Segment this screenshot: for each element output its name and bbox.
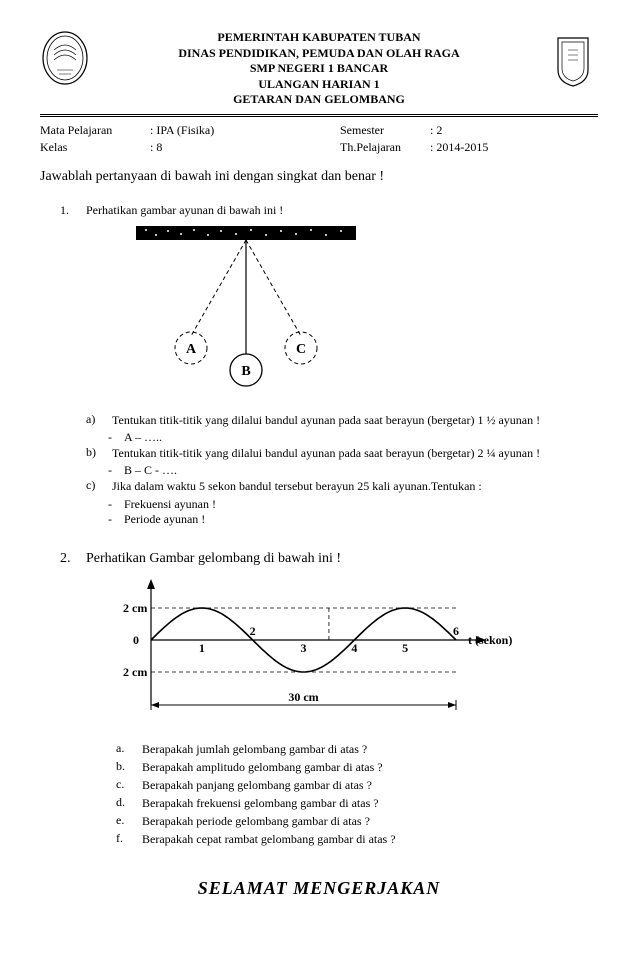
q2a: a. Berapakah jumlah gelombang gambar di a… [116, 741, 598, 757]
svg-text:2 cm: 2 cm [123, 665, 147, 679]
q2-text: Perhatikan Gambar gelombang di bawah ini… [86, 551, 598, 567]
dash-bullet: - [108, 430, 118, 445]
svg-text:30 cm: 30 cm [288, 690, 318, 704]
q1c-dash1: - Frekuensi ayunan ! [108, 497, 598, 512]
q2b-text: Berapakah amplitudo gelombang gambar di … [142, 759, 598, 775]
q1b-num: b) [86, 445, 104, 461]
svg-text:4: 4 [351, 641, 357, 655]
document-header: PEMERINTAH KABUPATEN TUBAN DINAS PENDIDI… [40, 30, 598, 108]
meta-row-1: Mata Pelajaran : IPA (Fisika) Semester :… [40, 123, 598, 138]
meta-value-thpel: : 2014-2015 [430, 140, 598, 155]
logo-left [40, 30, 90, 90]
q1-text: Perhatikan gambar ayunan di bawah ini ! [86, 203, 598, 218]
svg-text:2 cm: 2 cm [123, 601, 147, 615]
dash-bullet: - [108, 512, 118, 527]
pendulum-label-a: A [186, 342, 197, 357]
q2f-num: f. [116, 831, 134, 847]
meta-label-mapel: Mata Pelajaran [40, 123, 150, 138]
q1a-text: Tentukan titik-titik yang dilalui bandul… [112, 412, 598, 428]
q1c-num: c) [86, 478, 104, 494]
svg-text:6: 6 [453, 624, 459, 638]
q1c-dash2: - Periode ayunan ! [108, 512, 598, 527]
q1b: b) Tentukan titik-titik yang dilalui ban… [86, 445, 598, 461]
meta-row-2: Kelas : 8 Th.Pelajaran : 2014-2015 [40, 140, 598, 155]
svg-text:t (sekon): t (sekon) [468, 633, 512, 647]
q2c: c. Berapakah panjang gelombang gambar di … [116, 777, 598, 793]
header-rule-2 [40, 116, 598, 117]
q2-number: 2. [60, 551, 78, 567]
q1a: a) Tentukan titik-titik yang dilalui ban… [86, 412, 598, 428]
header-line2: DINAS PENDIDIKAN, PEMUDA DAN OLAH RAGA [90, 46, 548, 62]
q2d-text: Berapakah frekuensi gelombang gambar di … [142, 795, 598, 811]
q2a-text: Berapakah jumlah gelombang gambar di ata… [142, 741, 598, 757]
question-1: 1. Perhatikan gambar ayunan di bawah ini… [60, 203, 598, 527]
q1b-dash: - B – C - …. [108, 463, 598, 478]
header-rule-1 [40, 114, 598, 115]
q1b-dash-text: B – C - …. [124, 463, 177, 478]
q2b-num: b. [116, 759, 134, 775]
header-line5: GETARAN DAN GELOMBANG [90, 92, 548, 108]
q2f-text: Berapakah cepat rambat gelombang gambar … [142, 831, 598, 847]
header-line3: SMP NEGERI 1 BANCAR [90, 61, 548, 77]
q1-number: 1. [60, 203, 78, 218]
meta-value-kelas: : 8 [150, 140, 340, 155]
q1c-dash1-text: Frekuensi ayunan ! [124, 497, 216, 512]
q2d-num: d. [116, 795, 134, 811]
q2a-num: a. [116, 741, 134, 757]
q2-header: 2. Perhatikan Gambar gelombang di bawah … [60, 551, 598, 567]
logo-right [548, 30, 598, 90]
wave-diagram: 1 2 3 4 5 6 2 cm 0 2 cm t (sekon) 30 cm [96, 575, 598, 729]
meta-label-semester: Semester [340, 123, 430, 138]
q1c-dash2-text: Periode ayunan ! [124, 512, 205, 527]
q2c-text: Berapakah panjang gelombang gambar di at… [142, 777, 598, 793]
header-line1: PEMERINTAH KABUPATEN TUBAN [90, 30, 548, 46]
q1-header: 1. Perhatikan gambar ayunan di bawah ini… [60, 203, 598, 218]
meta-value-semester: : 2 [430, 123, 598, 138]
dash-bullet: - [108, 463, 118, 478]
q2e-text: Berapakah periode gelombang gambar di at… [142, 813, 598, 829]
pendulum-label-c: C [296, 342, 306, 357]
q2e-num: e. [116, 813, 134, 829]
q2f: f. Berapakah cepat rambat gelombang gamba… [116, 831, 598, 847]
pendulum-diagram: A B C [96, 226, 598, 400]
meta-label-thpel: Th.Pelajaran [340, 140, 430, 155]
q1b-text: Tentukan titik-titik yang dilalui bandul… [112, 445, 598, 461]
pendulum-label-b: B [241, 364, 250, 379]
svg-text:2: 2 [250, 624, 256, 638]
q1a-dash-text: A – ….. [124, 430, 162, 445]
q1c-text: Jika dalam waktu 5 sekon bandul tersebut… [112, 478, 598, 494]
question-2: 2. Perhatikan Gambar gelombang di bawah … [60, 551, 598, 848]
q2c-num: c. [116, 777, 134, 793]
svg-text:5: 5 [402, 641, 408, 655]
q2e: e. Berapakah periode gelombang gambar di … [116, 813, 598, 829]
dash-bullet: - [108, 497, 118, 512]
footer-text: SELAMAT MENGERJAKAN [40, 878, 598, 899]
instruction-heading: Jawablah pertanyaan di bawah ini dengan … [40, 169, 598, 185]
svg-text:0: 0 [133, 633, 139, 647]
meta-value-mapel: : IPA (Fisika) [150, 123, 340, 138]
q2d: d. Berapakah frekuensi gelombang gambar d… [116, 795, 598, 811]
q2b: b. Berapakah amplitudo gelombang gambar d… [116, 759, 598, 775]
q1a-dash: - A – ….. [108, 430, 598, 445]
header-text: PEMERINTAH KABUPATEN TUBAN DINAS PENDIDI… [90, 30, 548, 108]
svg-text:3: 3 [301, 641, 307, 655]
meta-label-kelas: Kelas [40, 140, 150, 155]
q1a-num: a) [86, 412, 104, 428]
header-line4: ULANGAN HARIAN 1 [90, 77, 548, 93]
q1c: c) Jika dalam waktu 5 sekon bandul terse… [86, 478, 598, 494]
svg-text:1: 1 [199, 641, 205, 655]
